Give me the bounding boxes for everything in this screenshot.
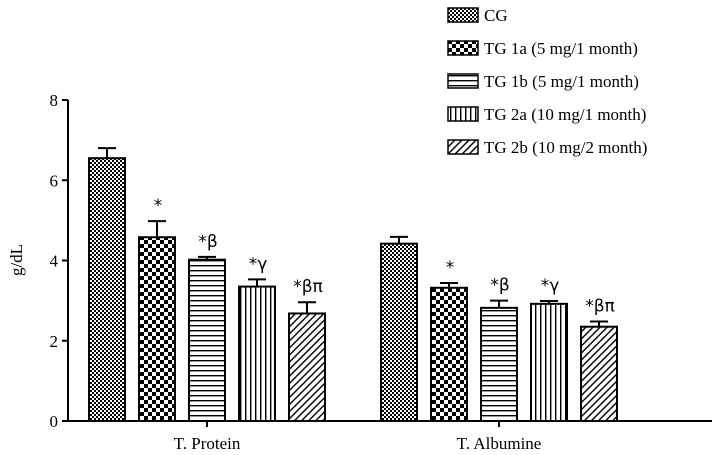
legend-swatch <box>447 73 479 89</box>
bar <box>580 325 618 422</box>
bar <box>530 302 568 422</box>
bar <box>88 157 126 422</box>
significance-label: *βπ <box>585 296 615 316</box>
bar <box>430 286 468 422</box>
significance-label: *β <box>490 276 509 296</box>
significance-label: *βπ <box>293 277 323 297</box>
legend-label: TG 2b (10 mg/2 month) <box>484 138 647 157</box>
legend-swatch <box>447 7 479 23</box>
bar <box>188 258 226 423</box>
legend-label: TG 1b (5 mg/1 month) <box>484 72 639 91</box>
y-tick-label: 8 <box>50 91 59 110</box>
significance-label: *γ <box>541 276 560 296</box>
y-axis-label: g/dL <box>7 244 26 276</box>
y-tick-label: 4 <box>50 252 59 271</box>
x-category-label: T. Protein <box>174 434 241 453</box>
legend-swatch <box>447 139 479 155</box>
legend-label: CG <box>484 6 508 25</box>
bars: * * *β *β *γ *γ *βπ *βπ <box>88 147 618 423</box>
legend: CG TG 1a (5 mg/1 month) TG 1b (5 mg/1 mont… <box>447 6 647 157</box>
significance-label: * <box>446 258 455 278</box>
bar <box>238 285 276 422</box>
y-tick-label: 2 <box>50 332 59 351</box>
y-tick-label: 6 <box>50 171 59 190</box>
legend-label: TG 1a (5 mg/1 month) <box>484 39 638 58</box>
legend-swatch <box>447 106 479 122</box>
bar <box>380 242 418 422</box>
x-category-label: T. Albumine <box>457 434 542 453</box>
bar <box>138 236 176 422</box>
y-tick-label: 0 <box>50 412 59 431</box>
significance-label: *β <box>198 232 217 252</box>
significance-label: *γ <box>249 254 268 274</box>
bar <box>288 312 326 422</box>
significance-label: * <box>154 196 163 216</box>
legend-swatch <box>447 40 479 56</box>
bar <box>480 306 518 422</box>
legend-label: TG 2a (10 mg/1 month) <box>484 105 646 124</box>
